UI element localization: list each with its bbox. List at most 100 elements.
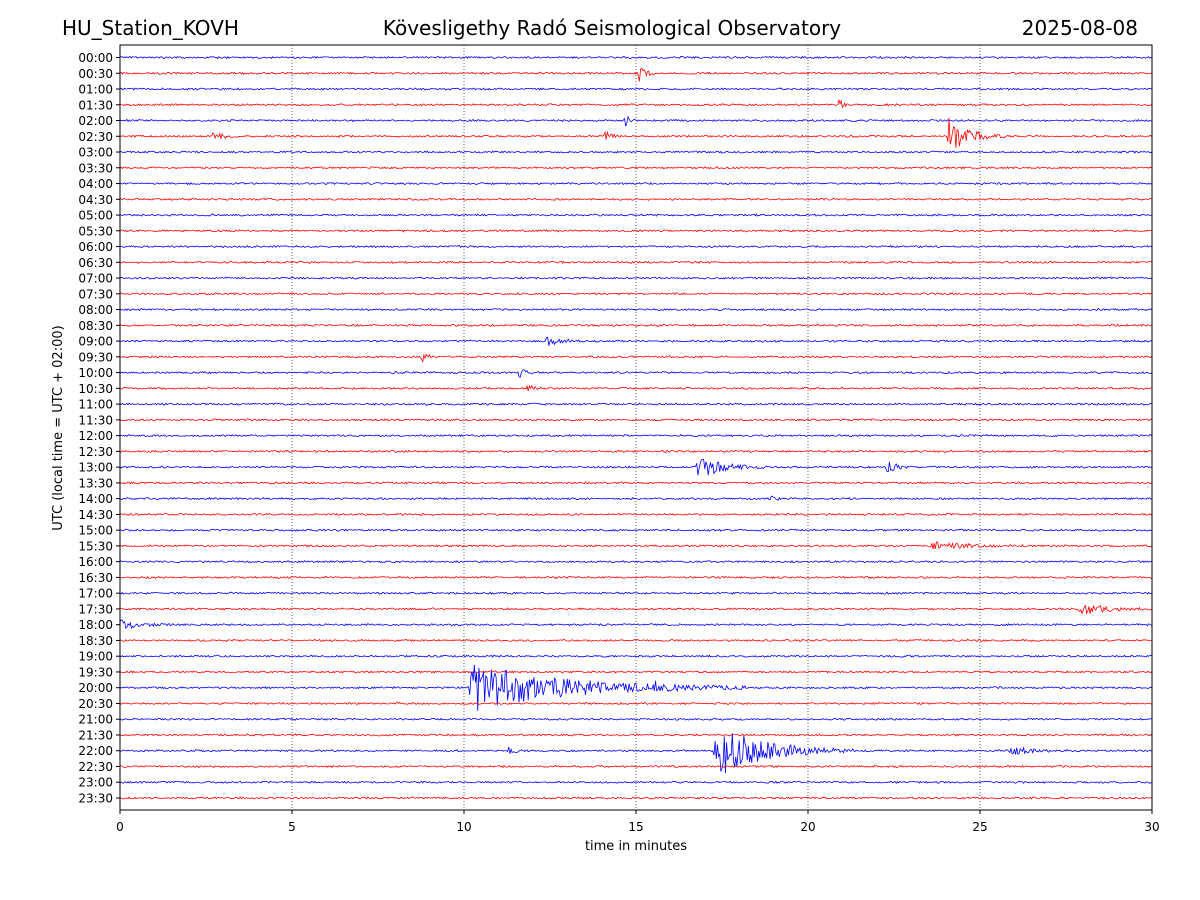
y-tick-label: 04:00 (78, 177, 113, 191)
y-tick-label: 05:30 (78, 224, 113, 238)
y-tick-label: 21:30 (78, 728, 113, 742)
y-tick-label: 14:00 (78, 492, 113, 506)
trace-1030 (119, 384, 1153, 392)
y-tick-label: 14:30 (78, 508, 113, 522)
trace-2300 (119, 780, 1153, 784)
trace-0200 (119, 115, 1153, 127)
x-tick-label: 10 (456, 820, 471, 834)
x-tick-labels: 0 5 10 15 20 25 30 (116, 810, 1160, 834)
y-tick-label: 18:00 (78, 618, 113, 632)
trace-0630 (119, 260, 1153, 265)
trace-0030 (119, 67, 1153, 82)
trace-0400 (119, 181, 1153, 186)
x-gridlines (291, 45, 981, 810)
y-tick-label: 23:00 (78, 776, 113, 790)
trace-0000 (119, 55, 1153, 60)
trace-0900 (119, 336, 1153, 346)
trace-0800 (119, 307, 1153, 312)
x-tick-label: 25 (972, 820, 987, 834)
y-tick-label: 11:00 (78, 398, 113, 412)
y-tick-label: 02:00 (78, 114, 113, 128)
station-title: HU_Station_KOVH (62, 16, 239, 40)
trace-2200 (119, 733, 1153, 774)
trace-0430 (119, 197, 1153, 201)
trace-1400 (119, 495, 1153, 501)
x-tick-label: 30 (1144, 820, 1159, 834)
y-tick-label: 08:00 (78, 303, 113, 317)
y-tick-label: 07:30 (78, 287, 113, 301)
y-tick-label: 06:00 (78, 240, 113, 254)
trace-1330 (119, 481, 1153, 485)
trace-2230 (119, 764, 1153, 769)
trace-0930 (119, 353, 1153, 363)
y-tick-label: 02:30 (78, 130, 113, 144)
y-tick-label: 03:30 (78, 161, 113, 175)
y-tick-label: 04:30 (78, 193, 113, 207)
y-tick-label: 00:00 (78, 51, 113, 65)
y-tick-label: 12:30 (78, 445, 113, 459)
y-tick-label: 20:00 (78, 681, 113, 695)
x-tick-label: 15 (628, 820, 643, 834)
y-tick-label: 06:30 (78, 256, 113, 270)
trace-2100 (119, 717, 1153, 721)
trace-1100 (119, 402, 1153, 406)
trace-1500 (119, 528, 1153, 532)
trace-0130 (119, 98, 1153, 109)
y-tick-label: 21:00 (78, 713, 113, 727)
trace-1200 (119, 433, 1153, 438)
trace-1900 (119, 654, 1153, 659)
y-tick-label: 08:30 (78, 319, 113, 333)
y-tick-label: 17:30 (78, 602, 113, 616)
trace-1930 (119, 670, 1153, 674)
trace-1830 (119, 638, 1153, 643)
plot-frame (119, 44, 1153, 811)
trace-1530 (119, 541, 1153, 550)
y-tick-label: 23:30 (78, 791, 113, 805)
y-tick-label: 05:00 (78, 209, 113, 223)
trace-0700 (119, 276, 1153, 280)
trace-0230 (119, 117, 1153, 148)
y-tick-label: 13:30 (78, 476, 113, 490)
x-axis-label: time in minutes (585, 839, 687, 854)
y-tick-label: 19:00 (78, 650, 113, 664)
y-tick-label: 03:00 (78, 146, 113, 160)
trace-1600 (119, 560, 1153, 564)
trace-1800 (119, 619, 1153, 630)
y-tick-label: 17:00 (78, 587, 113, 601)
trace-1630 (119, 575, 1153, 580)
y-tick-label: 22:00 (78, 744, 113, 758)
y-tick-label: 22:30 (78, 760, 113, 774)
date-title: 2025-08-08 (1022, 16, 1138, 40)
trace-0730 (119, 292, 1153, 296)
trace-2130 (119, 733, 1153, 737)
trace-2000 (119, 664, 1153, 711)
trace-1430 (119, 512, 1153, 516)
y-tick-label: 01:30 (78, 98, 113, 112)
trace-2330 (119, 796, 1153, 800)
y-tick-label: 18:30 (78, 634, 113, 648)
x-tick-label: 5 (288, 820, 296, 834)
y-tick-label: 13:00 (78, 461, 113, 475)
y-axis-label: UTC (local time = UTC + 02:00) (51, 325, 66, 530)
trace-0830 (119, 323, 1153, 327)
trace-0600 (119, 244, 1153, 249)
trace-0100 (119, 87, 1153, 91)
trace-1730 (119, 604, 1153, 615)
y-tick-label: 09:30 (78, 350, 113, 364)
y-tick-label: 10:30 (78, 382, 113, 396)
trace-0330 (119, 166, 1153, 170)
y-tick-label: 19:30 (78, 665, 113, 679)
y-tick-label: 01:00 (78, 83, 113, 97)
y-tick-label: 07:00 (78, 272, 113, 286)
trace-0530 (119, 229, 1153, 233)
y-tick-label: 10:00 (78, 366, 113, 380)
trace-rows (119, 55, 1153, 800)
chart-title: Kövesligethy Radó Seismological Observat… (383, 16, 841, 40)
trace-2030 (119, 701, 1153, 706)
trace-1130 (119, 418, 1153, 422)
y-tick-label: 12:00 (78, 429, 113, 443)
y-tick-label: 09:00 (78, 335, 113, 349)
trace-0500 (119, 213, 1153, 217)
